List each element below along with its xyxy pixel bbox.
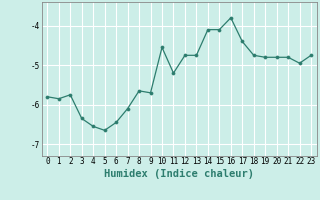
X-axis label: Humidex (Indice chaleur): Humidex (Indice chaleur) xyxy=(104,169,254,179)
